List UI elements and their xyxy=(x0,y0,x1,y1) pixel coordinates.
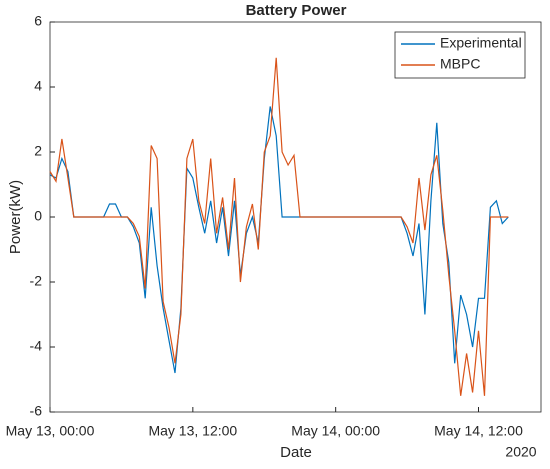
y-tick-label: -4 xyxy=(30,338,43,354)
x-axis-label: Date xyxy=(280,444,312,461)
x-tick-label: May 13, 00:00 xyxy=(6,423,95,439)
series-line xyxy=(49,57,509,396)
y-tick-label: 0 xyxy=(34,208,42,224)
legend-label: MBPC xyxy=(440,56,480,72)
x-tick-label: May 14, 12:00 xyxy=(434,423,523,439)
y-tick-label: 6 xyxy=(34,13,42,29)
x-tick-label: May 14, 00:00 xyxy=(291,423,380,439)
y-tick-label: -2 xyxy=(30,273,43,289)
annotation: 2020 xyxy=(505,444,536,460)
legend-label: Experimental xyxy=(440,35,522,51)
y-tick-label: -6 xyxy=(30,403,43,419)
x-tick-label: May 13, 12:00 xyxy=(148,423,237,439)
chart-title: Battery Power xyxy=(246,2,347,19)
y-tick-label: 2 xyxy=(34,143,42,159)
legend-box xyxy=(394,31,526,79)
y-tick-label: 4 xyxy=(34,78,42,94)
y-axis-label: Power(kW) xyxy=(7,180,24,254)
